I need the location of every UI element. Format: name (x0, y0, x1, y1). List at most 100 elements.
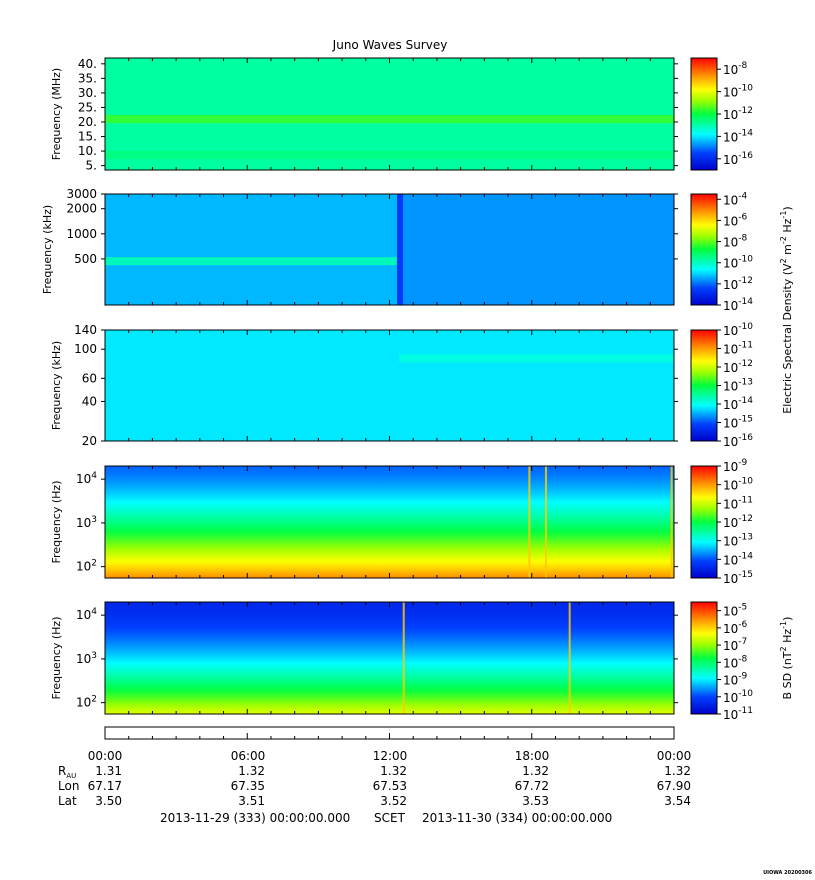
colorbar-tick-label: 10-11 (723, 495, 753, 511)
ephemeris-value: 1.32 (522, 764, 549, 778)
y-tick-label: 40 (82, 394, 97, 408)
colorbar-tick-label: 10-14 (723, 297, 753, 313)
y-tick-label: 2000 (66, 202, 97, 216)
spectrogram-panel-1: 5.10.15.20.25.30.35.40. Frequency (MHz) 10… (50, 57, 753, 173)
ephemeris-value: 1.32 (380, 764, 407, 778)
colorbar-tick-label: 10-12 (723, 276, 753, 292)
colorbar-tick-label: 10-4 (723, 191, 748, 207)
y-axis-label: Frequency (MHz) (50, 68, 63, 160)
ephemeris-value: 67.53 (373, 779, 407, 793)
post-transition-region (398, 194, 674, 305)
emission-band-1 (105, 115, 674, 124)
time-label: 12:00 (373, 749, 408, 763)
colorbar-axis-label: Electric Spectral Density (V2 m-2 Hz-1) (779, 206, 794, 413)
colorbar-tick-label: 10-8 (723, 654, 748, 670)
colorbar-tick-label: 10-13 (723, 378, 753, 394)
y-tick-label: 104 (76, 607, 97, 622)
ephemeris-value: 3.52 (380, 794, 407, 808)
colorbar-tick-label: 10-5 (723, 603, 747, 619)
colorbar-tick-label: 10-12 (723, 514, 753, 530)
ephemeris-value: 1.32 (238, 764, 265, 778)
spectrogram-image (105, 330, 674, 441)
emission-band-2 (105, 150, 674, 159)
colorbar-tick-label: 10-16 (723, 151, 753, 167)
ephemeris-value: 67.35 (231, 779, 265, 793)
impulse-spike (402, 602, 405, 714)
y-tick-label: 500 (74, 252, 97, 266)
ephemeris-value: 3.54 (664, 794, 691, 808)
colorbar-tick-label: 10-10 (723, 322, 753, 338)
time-label: 06:00 (231, 749, 266, 763)
ephemeris-row-label: Lon (58, 779, 79, 793)
y-tick-label: 60 (82, 371, 97, 385)
emission-band-1 (105, 257, 397, 266)
colorbar-axis-label: B SD (nT2 Hz-1) (779, 617, 794, 700)
impulse-spike (568, 602, 571, 714)
impulse-spike (528, 466, 531, 578)
transition-edge (396, 194, 403, 305)
ephemeris-value: 1.31 (95, 764, 122, 778)
y-tick-label: 15. (78, 130, 97, 144)
colorbar (690, 193, 718, 306)
y-tick-label: 40. (78, 57, 97, 71)
y-tick-label: 10. (78, 144, 97, 158)
colorbar-tick-label: 10-9 (723, 672, 748, 688)
ephemeris-row-label: Lat (58, 794, 77, 808)
ephemeris-table: 00:00 06:00 12:00 18:00 00:00 RAU 1.31 1.32 1.32… (58, 749, 691, 808)
footer-start-time: 2013-11-29 (333) 00:00:00.000 (160, 811, 350, 825)
colorbar-tick-label: 10-6 (723, 620, 748, 636)
ephemeris-value: 67.90 (657, 779, 691, 793)
spectrogram-panels: 5.10.15.20.25.30.35.40. Frequency (MHz) 10… (41, 57, 794, 722)
colorbar-tick-label: 10-8 (723, 234, 748, 250)
colorbar-tick-label: 10-12 (723, 359, 753, 375)
colorbar-tick-label: 10-15 (723, 570, 753, 586)
colorbar-tick-label: 10-10 (723, 84, 753, 100)
ephemeris-value: 1.32 (664, 764, 691, 778)
colorbar (690, 465, 718, 579)
y-tick-label: 30. (78, 86, 97, 100)
y-tick-label: 20 (82, 434, 97, 448)
ephemeris-row-label: RAU (58, 764, 76, 780)
ephemeris-value: 67.72 (515, 779, 549, 793)
colorbar-tick-label: 10-11 (723, 706, 753, 722)
spectrogram-panel-3: 20 40 60 100 140 Frequency (kHz) 10-10 10-11 10-… (50, 322, 753, 449)
colorbar-tick-label: 10-8 (723, 61, 748, 77)
y-tick-label: 103 (76, 515, 97, 530)
colorbar-tick-label: 10-6 (723, 212, 748, 228)
ephemeris-value: 67.17 (88, 779, 122, 793)
colorbar-tick-label: 10-11 (723, 341, 753, 357)
y-tick-label: 35. (78, 71, 97, 85)
colorbar-tick-label: 10-15 (723, 415, 753, 431)
figure-title: Juno Waves Survey (332, 38, 448, 52)
y-tick-label: 5. (86, 159, 97, 173)
time-label: 00:00 (88, 749, 123, 763)
colorbar (690, 329, 718, 442)
colorbar-tick-label: 10-7 (723, 637, 747, 653)
colorbar-tick-label: 10-10 (723, 689, 753, 705)
colorbar-tick-label: 10-10 (723, 477, 753, 493)
colorbar-tick-label: 10-12 (723, 106, 753, 122)
y-axis-label: Frequency (kHz) (41, 205, 54, 294)
y-tick-label: 1000 (66, 227, 97, 241)
colorbar-tick-label: 10-10 (723, 255, 753, 271)
y-axis-label: Frequency (kHz) (50, 341, 63, 430)
y-tick-label: 102 (76, 695, 97, 710)
spectrogram-panel-5: 102 103 104 Frequency (Hz) 10-510-610-710-8 1… (50, 601, 753, 722)
impulse-spike (670, 466, 673, 578)
colorbar (690, 601, 718, 715)
colorbar (690, 57, 718, 171)
y-tick-label: 100 (74, 342, 97, 356)
time-label: 00:00 (657, 749, 692, 763)
colorbar-tick-label: 10-9 (723, 458, 748, 474)
y-tick-label: 3000 (66, 187, 97, 201)
spectrogram-panel-4: 102 103 104 Frequency (Hz) 10-9 10-10 10-11 10-… (50, 458, 753, 586)
y-axis-label: Frequency (Hz) (50, 481, 63, 564)
y-tick-label: 103 (76, 651, 97, 666)
y-tick-label: 20. (78, 115, 97, 129)
y-tick-label: 102 (76, 559, 97, 574)
footer-end-time: 2013-11-30 (334) 00:00:00.000 (422, 811, 612, 825)
colorbar-tick-label: 10-16 (723, 433, 753, 449)
y-tick-label: 104 (76, 471, 97, 486)
